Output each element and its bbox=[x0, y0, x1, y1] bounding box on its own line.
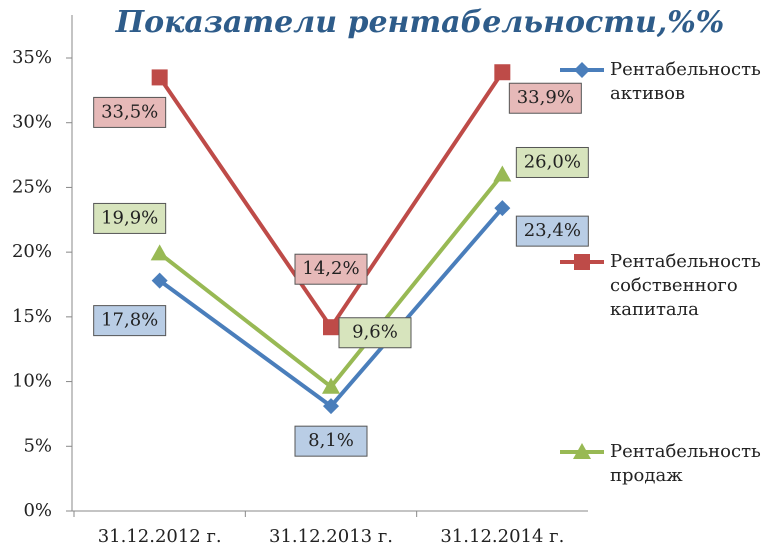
legend-label-line: продаж bbox=[610, 465, 683, 486]
data-label: 23,4% bbox=[524, 220, 581, 241]
y-tick-label: 30% bbox=[12, 112, 52, 133]
data-label-box bbox=[294, 253, 368, 285]
data-label-box bbox=[515, 215, 589, 247]
y-tick-label: 35% bbox=[12, 47, 52, 68]
y-tick-label: 5% bbox=[23, 435, 52, 456]
data-label-box bbox=[93, 305, 167, 337]
data-label-box bbox=[294, 425, 368, 457]
legend-label-line: активов bbox=[610, 83, 685, 104]
marker bbox=[151, 272, 168, 289]
marker bbox=[150, 244, 169, 261]
x-tick-label: 31.12.2012 г. bbox=[98, 526, 222, 547]
marker bbox=[494, 64, 511, 81]
y-tick-label: 25% bbox=[12, 176, 52, 197]
marker bbox=[573, 443, 591, 459]
data-label-box bbox=[515, 146, 589, 178]
data-label-box bbox=[508, 82, 582, 114]
legend-label-line: капитала bbox=[610, 299, 699, 320]
series-line bbox=[158, 71, 504, 331]
legend-label: Рентабельность продаж bbox=[610, 441, 761, 486]
data-label: 14,2% bbox=[302, 258, 359, 279]
marker bbox=[493, 165, 512, 182]
marker bbox=[322, 377, 340, 394]
data-label: 33,5% bbox=[101, 101, 158, 122]
legend-label-line: Рентабельность bbox=[610, 59, 761, 80]
legend-label: Рентабельность активов bbox=[610, 59, 761, 104]
marker bbox=[494, 200, 511, 217]
legend-label-line: Рентабельность bbox=[610, 441, 761, 462]
marker bbox=[323, 398, 339, 415]
y-tick-label: 20% bbox=[12, 241, 52, 262]
x-tick-label: 31.12.2013 г. bbox=[269, 526, 393, 547]
legend-label-line: Рентабельность bbox=[610, 251, 761, 272]
marker bbox=[574, 254, 590, 270]
chart-title: Показатели рентабельности,%% bbox=[115, 5, 725, 40]
data-label-box bbox=[338, 317, 412, 349]
data-label-box bbox=[93, 202, 167, 234]
y-tick-label: 10% bbox=[12, 371, 52, 392]
marker bbox=[151, 69, 168, 86]
x-tick-label: 31.12.2014 г. bbox=[440, 526, 564, 547]
marker bbox=[574, 62, 590, 78]
data-label: 33,9% bbox=[517, 87, 574, 108]
data-label: 26,0% bbox=[524, 151, 581, 172]
data-label: 8,1% bbox=[308, 430, 354, 451]
data-label: 19,9% bbox=[101, 207, 158, 228]
data-label: 17,8% bbox=[101, 310, 158, 331]
legend-label: Рентабельность собственного капитала bbox=[610, 251, 761, 320]
data-label: 9,6% bbox=[352, 322, 398, 343]
data-label-box bbox=[93, 96, 167, 128]
legend-label-line: собственного bbox=[610, 275, 738, 296]
marker bbox=[323, 319, 339, 336]
y-tick-label: 0% bbox=[23, 500, 52, 521]
y-tick-label: 15% bbox=[12, 306, 52, 327]
